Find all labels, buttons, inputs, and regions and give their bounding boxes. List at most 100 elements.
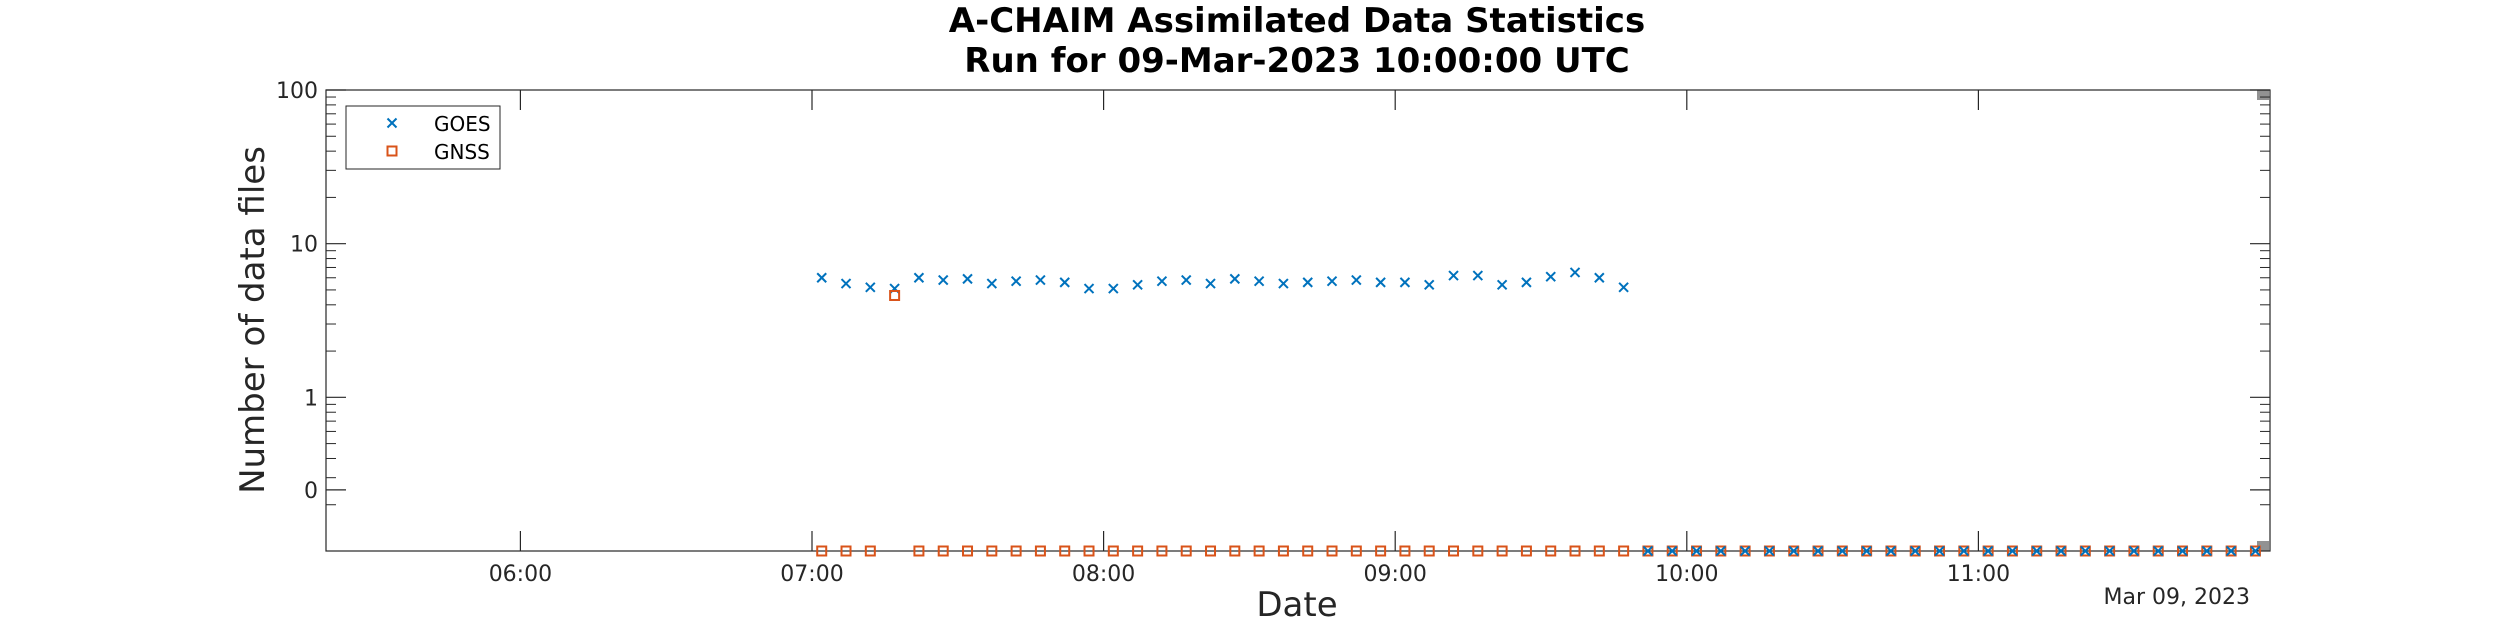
series-2-point-7 bbox=[1812, 545, 1824, 557]
series-2-point-13 bbox=[1958, 545, 1970, 557]
series-0-point-0 bbox=[816, 272, 827, 283]
series-1-point-16 bbox=[1205, 545, 1217, 557]
series-1-point-27 bbox=[1472, 545, 1484, 557]
y-tick-label-3: 100 bbox=[276, 79, 318, 104]
series-0-point-28-stroke-b bbox=[1496, 279, 1508, 290]
series-2-point-2 bbox=[1691, 545, 1702, 557]
series-0-point-6 bbox=[962, 273, 973, 285]
legend-gnss-square bbox=[386, 145, 398, 157]
x-tick-label-5: 11:00 bbox=[1947, 562, 2010, 587]
series-0-point-8-stroke-b bbox=[1010, 275, 1022, 287]
series-2-point-5 bbox=[1764, 545, 1775, 557]
x-tick-label-4: 10:00 bbox=[1655, 562, 1718, 587]
series-0-point-11 bbox=[1083, 283, 1095, 294]
legend-goes-x bbox=[386, 117, 398, 129]
series-2-point-22 bbox=[2177, 545, 2188, 557]
series-0-point-5-stroke-b bbox=[938, 274, 949, 286]
series-2-point-23-stroke-b bbox=[2201, 545, 2213, 557]
series-1-point-46 bbox=[1934, 545, 1946, 557]
series-2-point-14 bbox=[1982, 545, 1994, 557]
series-2-point-12-stroke-b bbox=[1934, 545, 1945, 557]
series-1-point-7 bbox=[986, 545, 998, 557]
series-1-point-3 bbox=[889, 289, 901, 301]
series-1-point-37 bbox=[1715, 545, 1727, 557]
series-2-point-3 bbox=[1715, 545, 1727, 557]
chart-title-line-2: Run for 09-Mar-2023 10:00:00 UTC bbox=[964, 41, 1629, 81]
series-1-point-11 bbox=[1083, 545, 1095, 557]
legend-gnss-marker bbox=[386, 145, 398, 157]
series-2-point-4 bbox=[1739, 545, 1751, 557]
series-0-point-15-stroke-b bbox=[1181, 274, 1192, 286]
series-2-point-6-stroke-b bbox=[1788, 545, 1799, 557]
series-0-point-23-stroke-b bbox=[1375, 277, 1386, 288]
series-0-point-20-stroke-b bbox=[1302, 277, 1313, 288]
x-tick-label-0: 06:00 bbox=[489, 562, 552, 587]
series-0-point-0-stroke-b bbox=[816, 272, 827, 283]
series-0-point-7-stroke-b bbox=[986, 278, 998, 289]
series-0-point-4-stroke-b bbox=[913, 272, 925, 283]
series-0-point-14-stroke-b bbox=[1156, 275, 1168, 287]
series-0-point-12-stroke-b bbox=[1108, 283, 1119, 294]
series-0-point-24 bbox=[1399, 277, 1411, 288]
series-1-point-17 bbox=[1229, 545, 1241, 557]
series-2-point-9-stroke-b bbox=[1861, 545, 1872, 557]
series-0-point-24-stroke-b bbox=[1399, 277, 1411, 288]
series-1-point-40 bbox=[1788, 545, 1800, 557]
x-tick-label-3: 09:00 bbox=[1363, 562, 1426, 587]
series-1-point-5 bbox=[937, 545, 949, 557]
series-1-point-6 bbox=[962, 545, 974, 557]
x-tick-label-1: 07:00 bbox=[780, 562, 843, 587]
series-1-point-43 bbox=[1861, 545, 1873, 557]
series-0-point-6-stroke-b bbox=[962, 273, 973, 285]
series-0-point-11-stroke-b bbox=[1083, 283, 1095, 294]
series-1-point-49 bbox=[2006, 545, 2018, 557]
series-1-point-59 bbox=[2249, 545, 2261, 557]
series-0-point-4 bbox=[913, 272, 925, 283]
y-tick-label-1: 1 bbox=[304, 386, 318, 411]
series-2-point-7-stroke-b bbox=[1812, 545, 1824, 557]
series-2-point-19-stroke-b bbox=[2104, 545, 2115, 557]
series-1-point-21 bbox=[1326, 545, 1338, 557]
legend-box bbox=[345, 105, 501, 170]
series-0-point-1-stroke-b bbox=[840, 278, 852, 289]
y-tick-label-0: 0 bbox=[304, 479, 318, 504]
series-2-point-21 bbox=[2153, 545, 2164, 557]
series-1-point-32 bbox=[1593, 545, 1605, 557]
series-1-point-48 bbox=[1982, 545, 1994, 557]
series-1-point-57 bbox=[2201, 545, 2213, 557]
series-0-point-33 bbox=[1618, 282, 1629, 293]
series-1-point-30 bbox=[1545, 545, 1557, 557]
series-2-point-11 bbox=[1910, 545, 1921, 557]
x-axis-label: Date bbox=[1256, 585, 1337, 625]
series-2-point-17-stroke-b bbox=[2055, 545, 2067, 557]
series-1-point-36 bbox=[1691, 545, 1703, 557]
series-2-point-23 bbox=[2201, 545, 2213, 557]
series-1-point-55 bbox=[2152, 545, 2164, 557]
series-0-point-2-stroke-b bbox=[865, 282, 876, 293]
series-0-point-14 bbox=[1156, 275, 1168, 287]
series-2-point-22-stroke-b bbox=[2177, 545, 2188, 557]
series-2-point-8 bbox=[1837, 545, 1848, 557]
series-1-point-34 bbox=[1642, 545, 1654, 557]
series-1-point-20 bbox=[1302, 545, 1314, 557]
series-0-point-9-stroke-b bbox=[1035, 274, 1046, 286]
series-1-point-58 bbox=[2225, 545, 2237, 557]
series-2-point-11-stroke-b bbox=[1910, 545, 1921, 557]
series-2-point-3-stroke-b bbox=[1715, 545, 1727, 557]
series-0-point-23 bbox=[1375, 277, 1386, 288]
series-0-point-9 bbox=[1035, 274, 1046, 286]
series-1-point-23 bbox=[1375, 545, 1387, 557]
series-2-point-24 bbox=[2225, 545, 2237, 557]
series-0-point-21-stroke-b bbox=[1326, 275, 1338, 287]
series-2-point-20 bbox=[2128, 545, 2140, 557]
series-1-point-50 bbox=[2031, 545, 2043, 557]
series-2-point-10-stroke-b bbox=[1885, 545, 1897, 557]
x-axis: 06:00 07:00 08:00 09:00 10:00 11:00 bbox=[489, 90, 2269, 587]
series-1-point-33 bbox=[1618, 545, 1630, 557]
series-0-point-22 bbox=[1351, 274, 1362, 286]
series-1-point-35 bbox=[1666, 545, 1678, 557]
series-0-point-12 bbox=[1108, 283, 1119, 294]
data-markers bbox=[816, 267, 2261, 557]
series-2-point-9 bbox=[1861, 545, 1872, 557]
series-1-point-44 bbox=[1885, 545, 1897, 557]
